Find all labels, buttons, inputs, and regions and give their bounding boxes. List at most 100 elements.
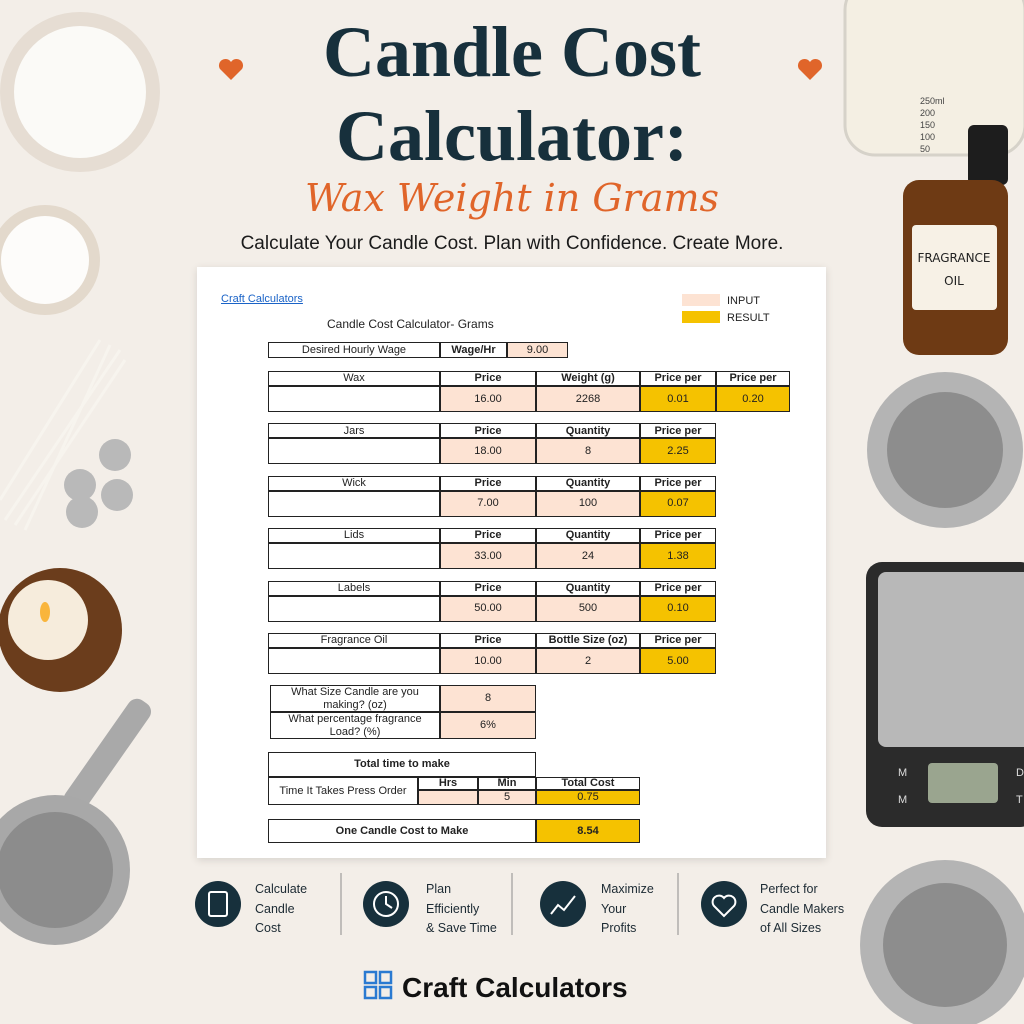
column-header: Price per: [640, 475, 716, 491]
beaker: [843, 0, 1024, 157]
feature-icons: [195, 881, 747, 927]
column-header: Price per: [640, 371, 716, 386]
title: Calculator:: [336, 96, 688, 176]
question-label: What Size Candle are you making? (oz): [270, 685, 440, 712]
flame: [40, 602, 50, 622]
input-value: 8: [536, 438, 640, 465]
time-title: Total time to make: [268, 752, 536, 777]
column-header: Price per: [640, 528, 716, 544]
column-header: Price: [440, 423, 536, 439]
item-name: Labels: [268, 580, 440, 596]
result-value: 1.38: [640, 543, 716, 570]
spoon-handle: [63, 698, 152, 812]
legend-label: INPUT: [727, 295, 760, 307]
column-header: Quantity: [536, 423, 640, 439]
result-value: 0.75: [536, 790, 640, 805]
wax-cubes: [1, 216, 89, 304]
fragrance-label-text: FRAGRANCE: [917, 251, 990, 265]
column-header: Price: [440, 633, 536, 648]
feature-line: Perfect for: [760, 882, 818, 896]
column-header: Bottle Size (oz): [536, 633, 640, 648]
sheet-title: Candle Cost Calculator- Grams: [327, 317, 494, 331]
feature-dividers: [340, 873, 679, 935]
item-name: Wax: [268, 371, 440, 386]
input-value: 500: [536, 595, 640, 622]
question-label: What percentage fragrance Load? (%): [270, 712, 440, 739]
wax-pellets: [14, 26, 146, 158]
heart: [218, 58, 244, 80]
pitcher-inside: [883, 883, 1007, 1007]
wage-header: Wage/Hr: [440, 342, 507, 358]
feature-line: Calculate: [255, 882, 308, 896]
subtitle: Wax Weight in Grams: [304, 176, 720, 220]
feature-line: Cost: [255, 921, 281, 935]
result-value: 2.25: [640, 438, 716, 465]
tagline: Calculate Your Candle Cost. Plan with Co…: [240, 233, 784, 254]
column-header: Weight (g): [536, 371, 640, 386]
feature-line: & Save Time: [426, 921, 497, 935]
item-name: Jars: [268, 423, 440, 439]
input-value: 33.00: [440, 543, 536, 570]
item-name-blank: [268, 595, 440, 622]
fragrance-label-text: OIL: [944, 274, 964, 288]
scale-button: M: [898, 794, 907, 806]
input-value: 2268: [536, 386, 640, 412]
legend-swatch: [682, 311, 720, 323]
scale-button: D: [1016, 767, 1024, 779]
title: Candle Cost: [322, 12, 702, 92]
feature-line: Efficiently: [426, 901, 480, 916]
column-header: Min: [478, 777, 536, 790]
beaker-mark: 100: [920, 132, 935, 142]
item-name-blank: [268, 543, 440, 570]
feature-line: Profits: [601, 921, 637, 935]
item-name-blank: [268, 438, 440, 465]
feature-line: Your: [601, 901, 627, 916]
brand-logo: [363, 970, 393, 1000]
wage-value: 9.00: [507, 342, 568, 358]
feature: Maximize Your Profits: [601, 880, 654, 939]
scale-button: T: [1016, 794, 1023, 806]
item-name: Lids: [268, 528, 440, 544]
input-value: 5: [478, 790, 536, 805]
column-header: Price per: [640, 580, 716, 596]
beaker-mark: 150: [920, 120, 935, 130]
scale-buttons: M M D T: [898, 767, 1024, 806]
feature-line: Candle: [255, 901, 295, 916]
scale-display: [928, 763, 998, 803]
total-value: 8.54: [536, 819, 640, 843]
input-value: 10.00: [440, 648, 536, 674]
time-label: Time It Takes Press Order: [268, 777, 418, 805]
feature-glyphs: [208, 891, 737, 918]
column-header: Price: [440, 371, 536, 386]
item-name-blank: [268, 648, 440, 674]
feature-line: Plan: [426, 882, 452, 896]
feature: Calculate Candle Cost: [255, 880, 307, 939]
column-header: Price: [440, 475, 536, 491]
feature-line: of All Sizes: [760, 921, 822, 935]
pitcher-inside: [0, 812, 113, 928]
item-name: Wick: [268, 475, 440, 491]
feature-line: Candle Makers: [760, 901, 845, 916]
input-value: 7.00: [440, 490, 536, 517]
link: Craft Calculators: [221, 293, 303, 305]
input-value: [418, 790, 478, 805]
input-value: 50.00: [440, 595, 536, 622]
column-header: Quantity: [536, 580, 640, 596]
beaker-mark: 200: [920, 108, 935, 118]
item-name-blank: [268, 490, 440, 517]
scale-plate: [878, 572, 1024, 747]
result-value: 0.01: [640, 386, 716, 412]
input-value: 18.00: [440, 438, 536, 465]
feature: Perfect for Candle Makers of All Sizes: [760, 880, 844, 939]
pitcher-inside: [887, 392, 1003, 508]
legend-swatch: [682, 294, 720, 306]
scale-button: M: [898, 767, 907, 779]
result-value: 5.00: [640, 648, 716, 674]
input-value: 16.00: [440, 386, 536, 412]
column-header: Total Cost: [536, 777, 640, 790]
result-value: 0.07: [640, 490, 716, 517]
column-header: Quantity: [536, 528, 640, 544]
result-value: 0.20: [716, 386, 790, 412]
